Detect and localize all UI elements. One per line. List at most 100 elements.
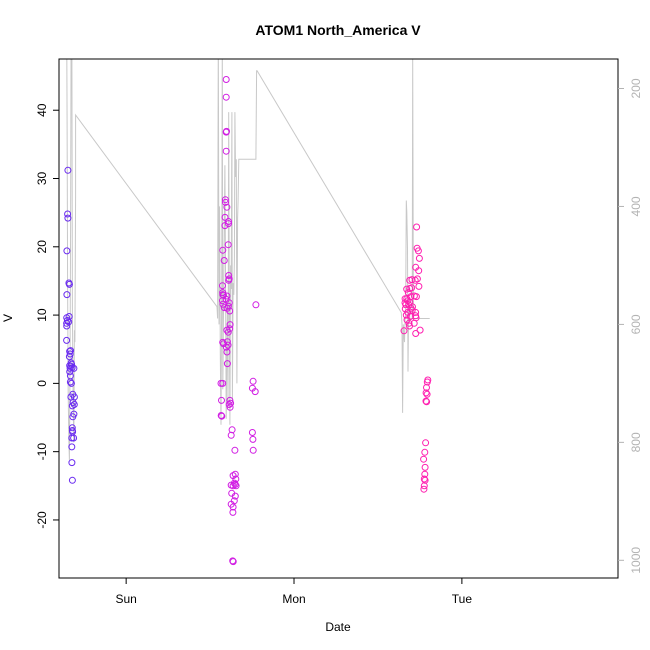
data-point bbox=[423, 384, 430, 391]
data-point bbox=[218, 412, 226, 420]
data-point bbox=[219, 246, 227, 254]
data-point bbox=[412, 330, 420, 337]
data-point bbox=[226, 307, 234, 315]
data-point bbox=[221, 196, 229, 204]
data-point bbox=[225, 272, 233, 279]
data-point bbox=[227, 399, 235, 407]
data-point bbox=[222, 198, 229, 206]
data-point bbox=[227, 431, 235, 439]
data-point bbox=[252, 301, 260, 309]
x-tick-label: Mon bbox=[282, 592, 305, 606]
data-point bbox=[222, 343, 230, 351]
data-point bbox=[64, 166, 72, 174]
data-point bbox=[403, 285, 411, 293]
data-point bbox=[68, 424, 76, 432]
data-point bbox=[224, 328, 232, 336]
data-point bbox=[70, 364, 78, 372]
data-point bbox=[223, 203, 231, 211]
data-point bbox=[229, 508, 237, 516]
data-point bbox=[405, 319, 413, 327]
chart-title: ATOM1 North_America V bbox=[255, 22, 421, 38]
data-point bbox=[220, 257, 228, 264]
data-point bbox=[224, 341, 232, 349]
data-point bbox=[63, 322, 71, 330]
data-point bbox=[232, 475, 240, 483]
data-point bbox=[411, 276, 419, 284]
data-point bbox=[222, 93, 230, 101]
y-tick-label: 40 bbox=[35, 103, 49, 117]
data-point bbox=[223, 360, 231, 368]
y-tick-label: 10 bbox=[35, 308, 49, 322]
data-point bbox=[423, 390, 431, 398]
data-point bbox=[248, 429, 256, 436]
data-point bbox=[218, 396, 225, 404]
y-tick-label: -10 bbox=[35, 443, 49, 461]
data-point bbox=[219, 338, 227, 346]
data-point bbox=[402, 311, 410, 319]
data-point bbox=[63, 247, 71, 255]
x-axis-label: Date bbox=[325, 620, 351, 634]
data-point bbox=[225, 218, 232, 225]
data-point bbox=[68, 476, 76, 484]
data-point bbox=[403, 316, 411, 324]
data-point bbox=[229, 558, 237, 566]
y2-tick-label: 200 bbox=[629, 78, 643, 98]
data-point bbox=[225, 220, 232, 228]
data-point bbox=[422, 397, 430, 405]
y2-tick-label: 1000 bbox=[629, 547, 643, 574]
data-point bbox=[222, 128, 230, 136]
data-point bbox=[63, 336, 71, 344]
data-point bbox=[70, 410, 78, 418]
data-point bbox=[414, 247, 422, 255]
data-point bbox=[65, 280, 73, 288]
data-point bbox=[408, 284, 416, 292]
data-point bbox=[421, 448, 429, 456]
y-axis-label: V bbox=[1, 314, 15, 322]
data-point bbox=[231, 480, 239, 488]
y-tick-label: 0 bbox=[35, 380, 49, 387]
data-point bbox=[420, 475, 428, 483]
data-point bbox=[406, 322, 413, 330]
data-point bbox=[416, 326, 424, 334]
data-point bbox=[68, 459, 76, 467]
data-point bbox=[422, 439, 430, 447]
data-point bbox=[222, 147, 230, 155]
data-point bbox=[65, 353, 73, 361]
data-point bbox=[64, 210, 72, 218]
data-point bbox=[251, 388, 259, 396]
data-point bbox=[249, 446, 257, 454]
data-point bbox=[70, 401, 78, 408]
data-point bbox=[415, 267, 423, 275]
y-tick-label: -20 bbox=[35, 511, 49, 529]
data-point bbox=[420, 482, 428, 490]
plot-area bbox=[63, 59, 432, 566]
data-point bbox=[223, 348, 231, 356]
data-point bbox=[68, 402, 76, 410]
data-point bbox=[413, 223, 421, 231]
data-point bbox=[220, 304, 228, 312]
data-point bbox=[66, 347, 74, 355]
data-point bbox=[219, 282, 226, 290]
data-point bbox=[229, 503, 237, 511]
data-point bbox=[232, 482, 240, 490]
data-point bbox=[217, 412, 225, 419]
data-point bbox=[415, 254, 423, 262]
data-point bbox=[64, 214, 72, 222]
data-point bbox=[231, 492, 239, 500]
data-point bbox=[68, 443, 76, 451]
y2-tick-label: 400 bbox=[629, 196, 643, 216]
data-point bbox=[422, 389, 430, 397]
y2-tick-label: 600 bbox=[629, 314, 643, 334]
data-point bbox=[408, 306, 416, 314]
data-point bbox=[66, 368, 74, 376]
axes: -20 -10 0 10 20 30 40 200 400 600 800 1000 Sun Mon Tue bbox=[35, 58, 643, 606]
y2-tick-label: 800 bbox=[629, 432, 643, 452]
data-point bbox=[420, 455, 428, 463]
data-point bbox=[221, 213, 229, 221]
data-point bbox=[409, 303, 416, 311]
data-point bbox=[222, 76, 230, 83]
data-point bbox=[412, 293, 420, 301]
data-point bbox=[420, 485, 428, 493]
